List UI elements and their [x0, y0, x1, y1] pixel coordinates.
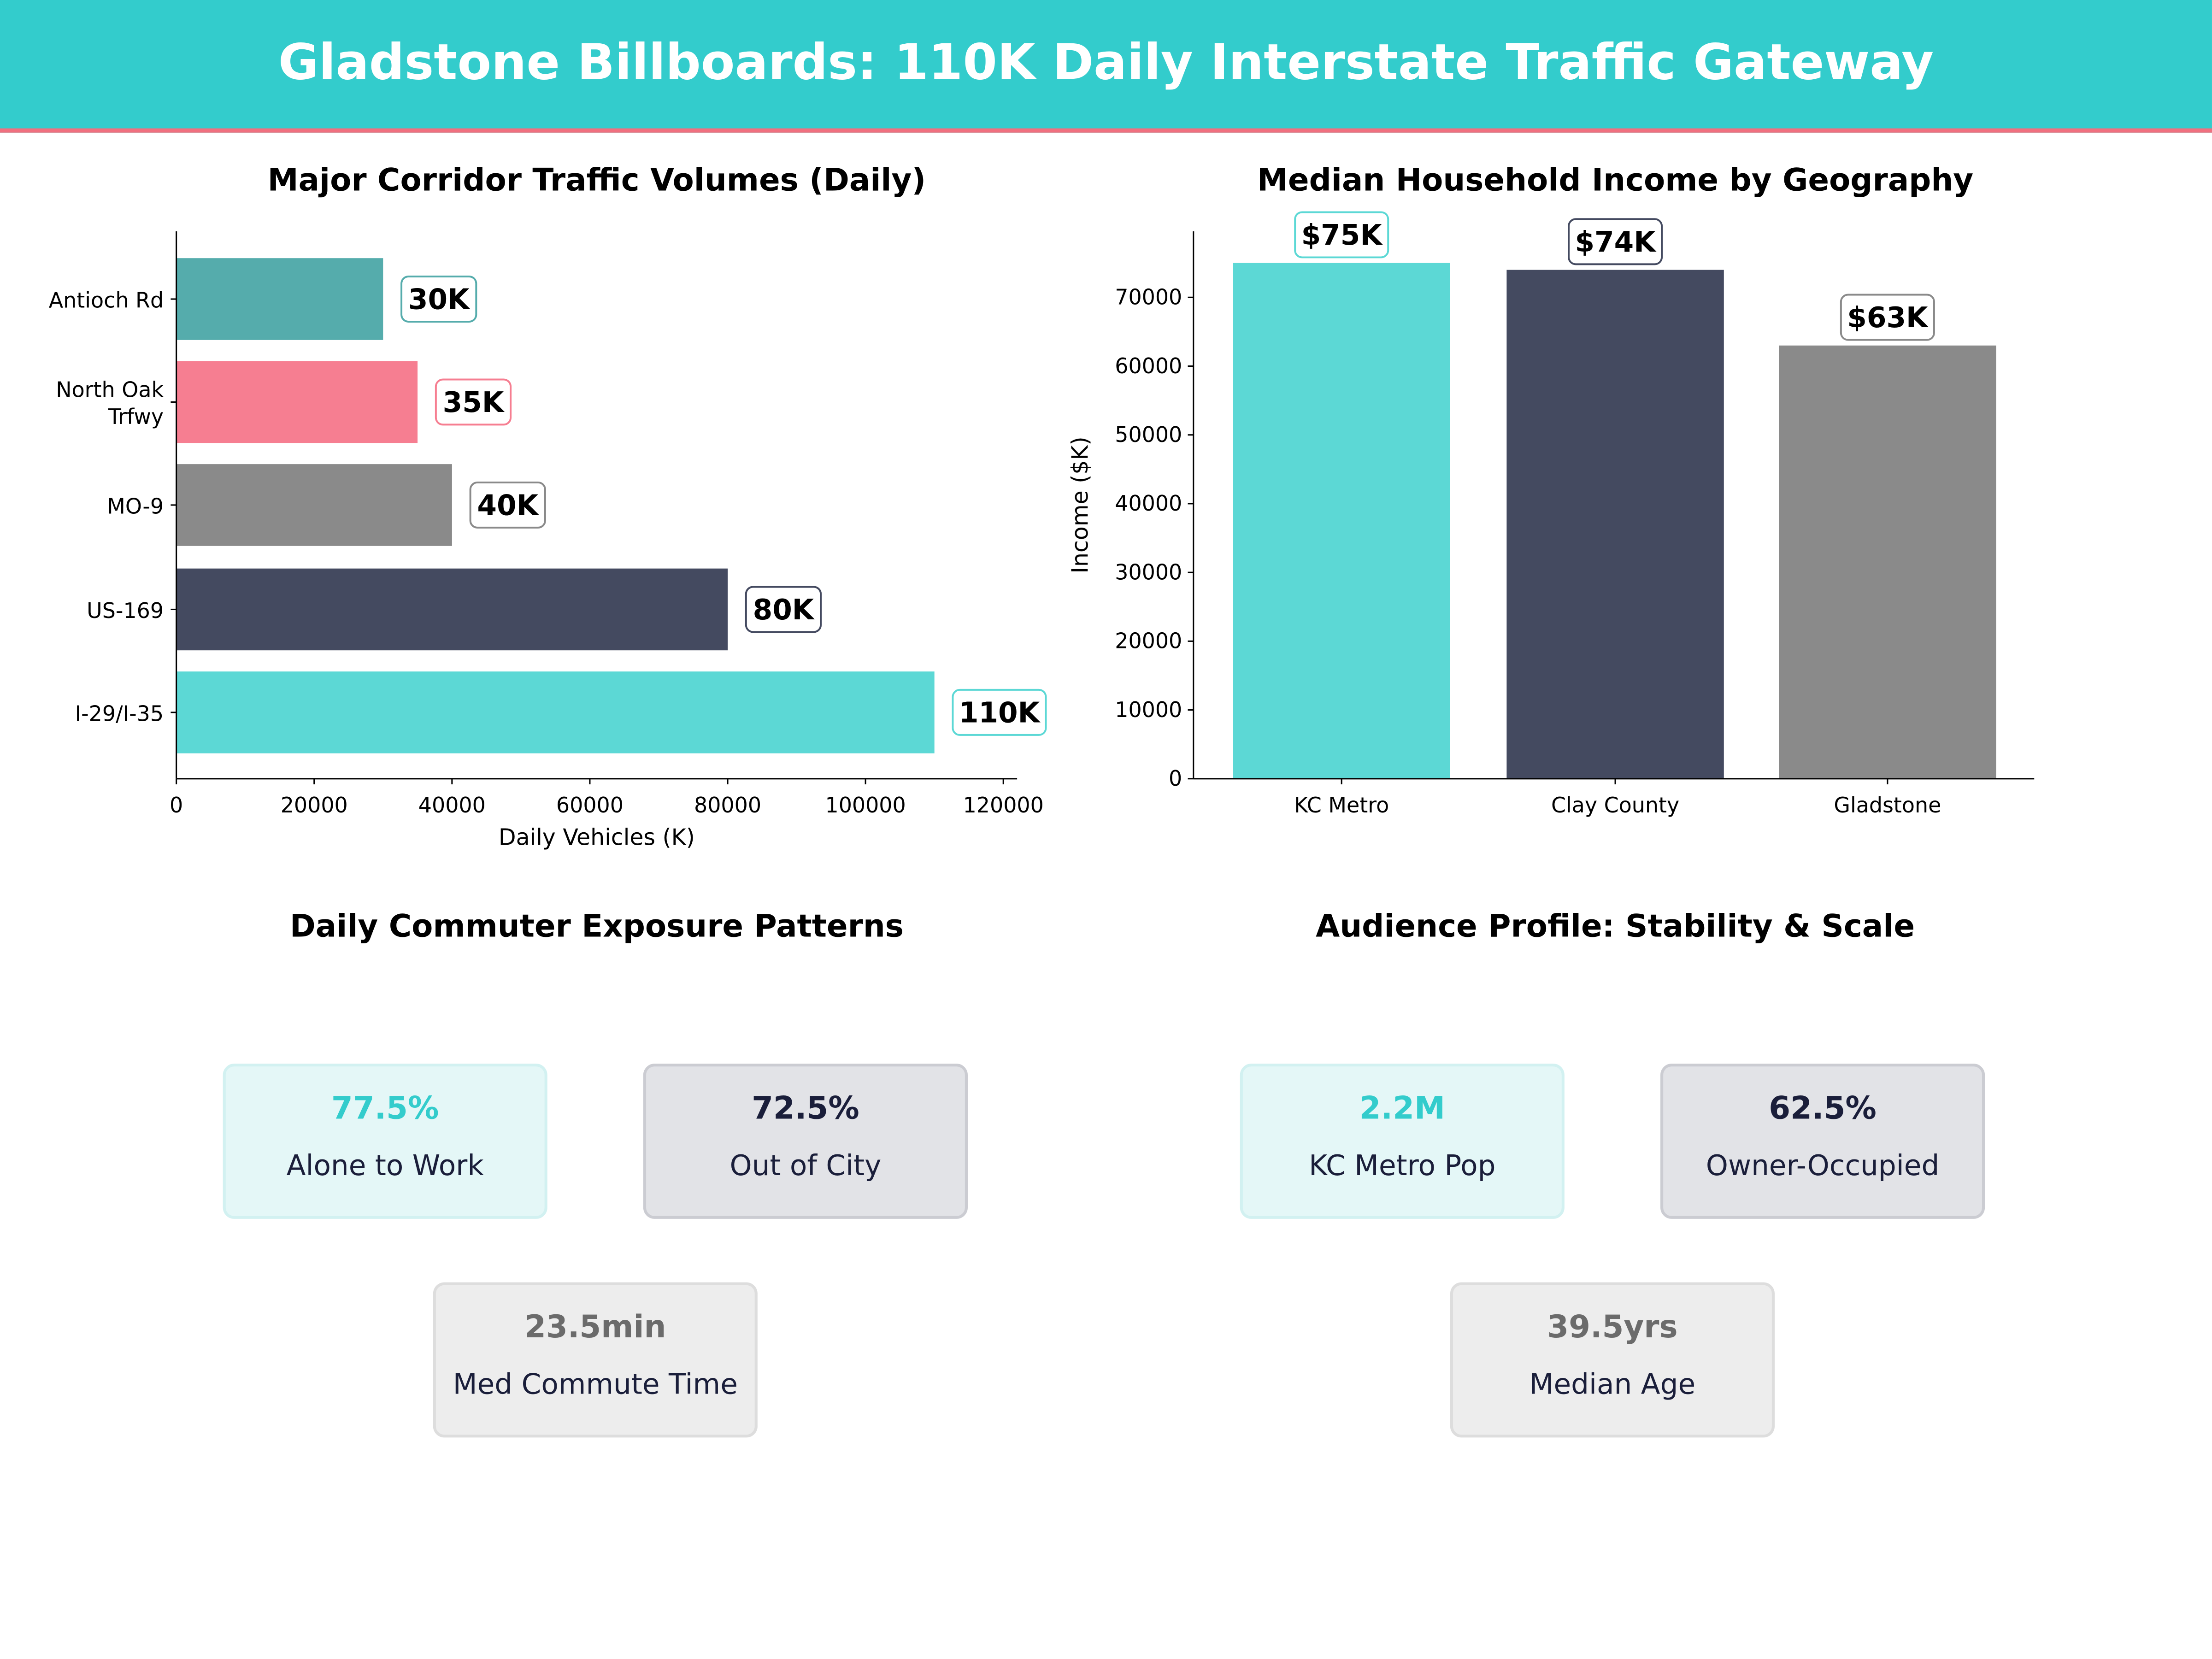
page-title: Gladstone Billboards: 110K Daily Interst…	[278, 35, 1934, 92]
bar-kc-metro	[1233, 263, 1450, 779]
stat-card-alone-to-work: 77.5% Alone to Work	[223, 1064, 547, 1219]
y-tick-label: Trfwy	[108, 404, 164, 429]
header-banner: Gladstone Billboards: 110K Daily Interst…	[0, 0, 2212, 133]
y-tick-label: US-169	[87, 598, 164, 623]
y-axis-label: Income ($K)	[1067, 436, 1093, 573]
stat-value: 72.5%	[752, 1092, 859, 1127]
stat-label: KC Metro Pop	[1309, 1148, 1496, 1182]
traffic-chart-title: Major Corridor Traffic Volumes (Daily)	[267, 164, 926, 199]
y-tick-label: MO-9	[107, 494, 164, 518]
stat-card-out-of-city: 72.5% Out of City	[643, 1064, 968, 1219]
bar-north-oak-trfwy	[176, 361, 418, 443]
bar-mo-9	[176, 464, 452, 546]
data-label-box	[400, 276, 477, 323]
commuter-section-title: Daily Commuter Exposure Patterns	[289, 910, 904, 946]
bar-gladstone	[1779, 345, 1996, 779]
x-tick-label: 80000	[694, 793, 761, 818]
x-axis-label: Daily Vehicles (K)	[499, 824, 695, 851]
x-tick-label: 40000	[418, 793, 486, 818]
income-chart-title: Median Household Income by Geography	[1257, 164, 1974, 199]
data-label: $63K	[1847, 301, 1929, 334]
data-label-box	[469, 481, 546, 529]
audience-section-title: Audience Profile: Stability & Scale	[1316, 910, 1915, 946]
y-tick-label: 10000	[1115, 697, 1182, 722]
data-label: $75K	[1301, 219, 1383, 252]
stat-card-owner-occupied: 62.5% Owner-Occupied	[1660, 1064, 1985, 1219]
stat-card-metro-pop: 2.2M KC Metro Pop	[1240, 1064, 1565, 1219]
y-tick-label: 0	[1169, 766, 1182, 791]
data-label-box	[1840, 294, 1935, 341]
x-tick-label: 20000	[281, 793, 348, 818]
x-tick-label: KC Metro	[1294, 793, 1389, 818]
stat-card-median-age: 39.5yrs Median Age	[1450, 1282, 1775, 1438]
y-tick-label: 30000	[1115, 559, 1182, 584]
data-label-box	[435, 378, 512, 426]
x-tick-label: 60000	[556, 793, 624, 818]
stat-label: Out of City	[729, 1148, 882, 1182]
stat-label: Owner-Occupied	[1706, 1148, 1940, 1182]
data-label: $74K	[1575, 226, 1657, 259]
y-tick-label: 40000	[1115, 491, 1182, 516]
y-tick-label: Antioch Rd	[49, 288, 164, 312]
stat-label: Alone to Work	[286, 1148, 484, 1182]
data-label: 30K	[408, 283, 471, 316]
data-label-box	[1294, 211, 1389, 259]
stat-value: 39.5yrs	[1547, 1310, 1678, 1346]
data-label-box	[745, 586, 822, 633]
x-tick-label: 120000	[963, 793, 1044, 818]
data-label: 110K	[959, 696, 1041, 729]
stat-card-commute-time: 23.5min Med Commute Time	[433, 1282, 758, 1438]
x-tick-label: Clay County	[1551, 793, 1679, 818]
stat-value: 77.5%	[331, 1092, 439, 1127]
y-tick-label: 60000	[1115, 353, 1182, 378]
x-tick-label: Gladstone	[1834, 793, 1941, 818]
x-tick-label: 100000	[825, 793, 906, 818]
y-tick-label: 20000	[1115, 629, 1182, 653]
data-label-box	[952, 688, 1047, 736]
data-label: 35K	[443, 386, 505, 419]
data-label: 80K	[753, 594, 815, 626]
data-label: 40K	[477, 489, 539, 522]
y-tick-label: 50000	[1115, 422, 1182, 447]
y-tick-label: I-29/I-35	[75, 701, 164, 726]
stat-label: Med Commute Time	[453, 1367, 738, 1401]
stat-value: 62.5%	[1769, 1092, 1877, 1127]
y-tick-label: 70000	[1115, 285, 1182, 310]
bar-us-169	[176, 568, 728, 651]
stat-label: Median Age	[1529, 1367, 1696, 1401]
stat-value: 23.5min	[524, 1310, 666, 1346]
bar-antioch-rd	[176, 258, 383, 340]
x-tick-label: 0	[170, 793, 183, 818]
bar-i-29-i-35	[176, 671, 935, 753]
data-label-box	[1568, 218, 1663, 265]
y-tick-label: North Oak	[56, 377, 164, 402]
stat-value: 2.2M	[1359, 1092, 1446, 1127]
bar-clay-county	[1506, 270, 1724, 779]
